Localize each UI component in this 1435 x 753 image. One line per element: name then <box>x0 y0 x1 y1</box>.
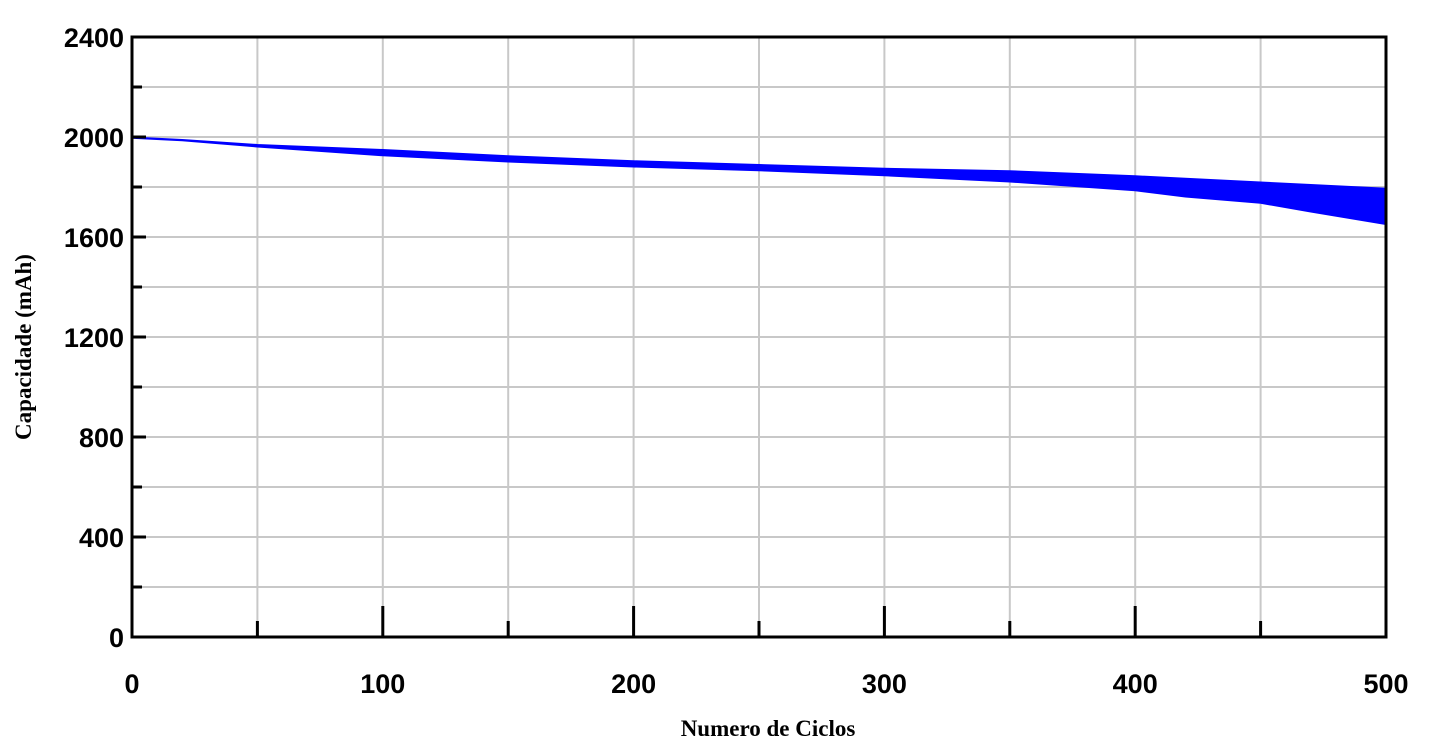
y-tick-label: 1600 <box>64 223 124 253</box>
y-axis-title: Capacidade (mAh) <box>11 254 36 440</box>
x-tick-labels: 0 100 200 300 400 500 <box>124 669 1408 699</box>
y-tick-labels: 0 400 800 1200 1600 2000 2400 <box>64 23 124 653</box>
x-tick-label: 300 <box>862 669 907 699</box>
x-axis-title: Numero de Ciclos <box>681 716 856 741</box>
y-tick-label: 1200 <box>64 323 124 353</box>
y-tick-label: 800 <box>79 423 124 453</box>
y-tick-label: 2000 <box>64 123 124 153</box>
x-tick-label: 200 <box>611 669 656 699</box>
x-tick-label: 500 <box>1363 669 1408 699</box>
grid <box>132 37 1386 637</box>
ticks <box>130 35 1388 639</box>
y-tick-label: 2400 <box>64 23 124 53</box>
x-tick-label: 0 <box>124 669 139 699</box>
x-tick-label: 400 <box>1113 669 1158 699</box>
x-tick-label: 100 <box>360 669 405 699</box>
y-tick-label: 0 <box>109 623 124 653</box>
y-tick-label: 400 <box>79 523 124 553</box>
